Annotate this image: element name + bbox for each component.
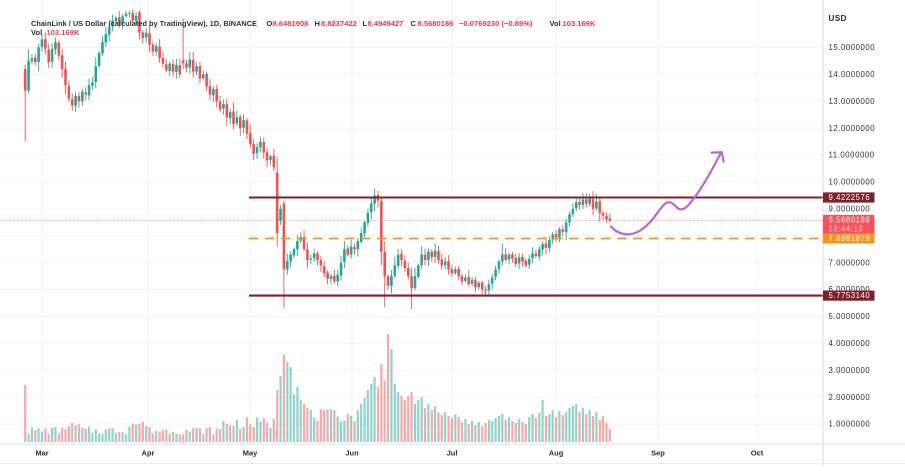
svg-text:Mar: Mar bbox=[35, 449, 48, 458]
svg-text:14.0000000: 14.0000000 bbox=[829, 70, 876, 79]
svg-text:12.0000000: 12.0000000 bbox=[829, 124, 876, 133]
svg-text:6.0000000: 6.0000000 bbox=[829, 285, 871, 294]
svg-text:1.0000000: 1.0000000 bbox=[829, 420, 871, 429]
svg-text:13.0000000: 13.0000000 bbox=[829, 97, 876, 106]
svg-text:10.0000000: 10.0000000 bbox=[829, 178, 876, 187]
svg-text:Vol: Vol bbox=[31, 28, 42, 37]
svg-text:18:44:19: 18:44:19 bbox=[829, 224, 864, 233]
svg-text:5.7753140: 5.7753140 bbox=[829, 291, 871, 300]
svg-text:Apr: Apr bbox=[142, 449, 155, 458]
svg-text:USD: USD bbox=[829, 14, 847, 23]
svg-text:Jun: Jun bbox=[345, 449, 359, 458]
svg-text:Vol: Vol bbox=[550, 19, 561, 28]
svg-text:Aug: Aug bbox=[549, 449, 564, 458]
svg-text:O: O bbox=[267, 19, 273, 28]
svg-text:9.0000000: 9.0000000 bbox=[829, 205, 871, 214]
svg-text:7.8981879: 7.8981879 bbox=[829, 234, 871, 243]
svg-text:Oct: Oct bbox=[751, 449, 764, 458]
svg-text:L: L bbox=[363, 19, 368, 28]
svg-text:8.5680186: 8.5680186 bbox=[418, 19, 454, 28]
svg-text:8.5680186: 8.5680186 bbox=[829, 216, 871, 225]
svg-text:Jul: Jul bbox=[447, 449, 458, 458]
svg-text:C: C bbox=[411, 19, 417, 28]
svg-text:9.4222576: 9.4222576 bbox=[829, 193, 871, 202]
svg-text:8.4949427: 8.4949427 bbox=[368, 19, 404, 28]
svg-text:H: H bbox=[315, 19, 320, 28]
svg-text:Sep: Sep bbox=[651, 449, 665, 458]
svg-text:8.8237422: 8.8237422 bbox=[321, 19, 357, 28]
svg-text:ChainLink / US Dollar (calcula: ChainLink / US Dollar (calculated by Tra… bbox=[31, 19, 257, 28]
svg-text:2.0000000: 2.0000000 bbox=[829, 393, 871, 402]
svg-text:15.0000000: 15.0000000 bbox=[829, 43, 876, 52]
svg-text:103.169K: 103.169K bbox=[563, 19, 596, 28]
svg-text:11.0000000: 11.0000000 bbox=[829, 151, 875, 160]
svg-text:5.0000000: 5.0000000 bbox=[829, 312, 871, 321]
svg-text:May: May bbox=[243, 449, 258, 458]
svg-text:8.6481908: 8.6481908 bbox=[273, 19, 309, 28]
svg-text:−0.0769230 (−0.89%): −0.0769230 (−0.89%) bbox=[459, 19, 533, 28]
svg-text:103.169K: 103.169K bbox=[47, 28, 80, 37]
svg-text:4.0000000: 4.0000000 bbox=[829, 339, 871, 348]
svg-text:7.0000000: 7.0000000 bbox=[829, 258, 871, 267]
svg-text:3.0000000: 3.0000000 bbox=[829, 366, 871, 375]
